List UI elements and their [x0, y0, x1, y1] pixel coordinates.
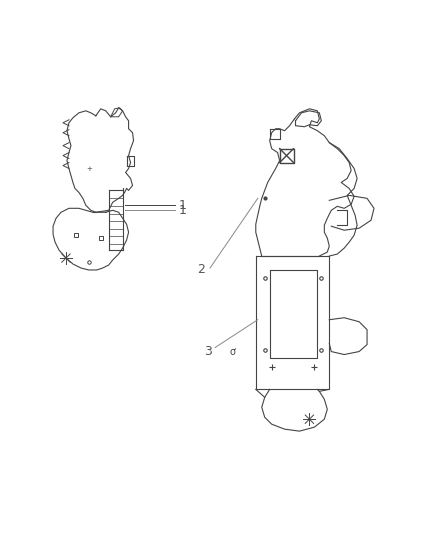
Text: 2: 2 — [197, 263, 205, 277]
Text: 3: 3 — [204, 345, 212, 358]
Text: ơ: ơ — [229, 346, 235, 357]
Text: 1: 1 — [178, 199, 186, 212]
Text: 1: 1 — [178, 204, 186, 217]
Text: +: + — [86, 166, 92, 172]
